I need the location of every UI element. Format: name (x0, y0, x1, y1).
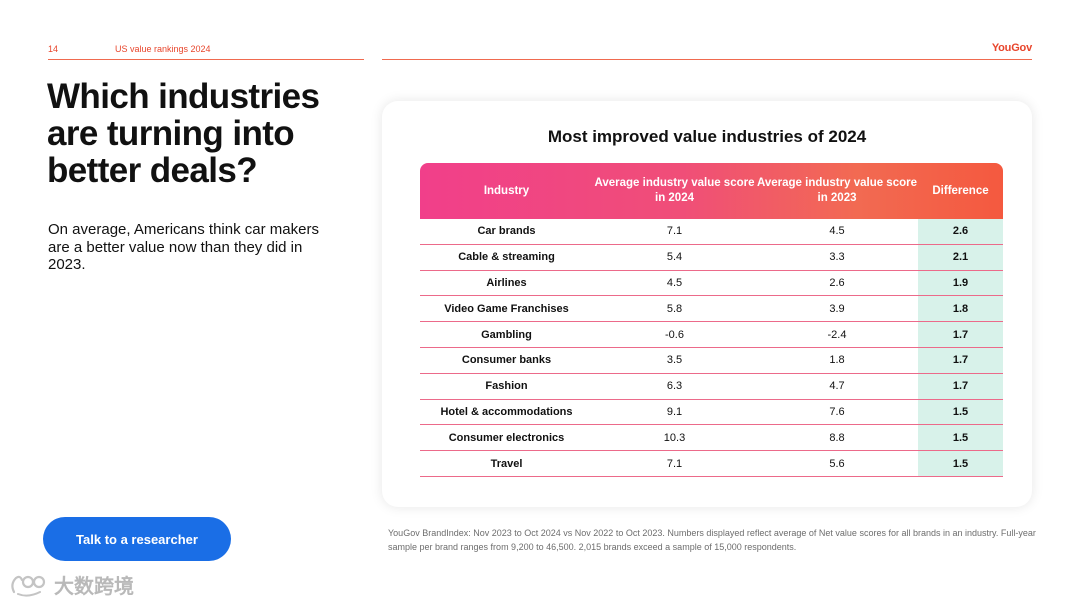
header-right-rule: YouGov (382, 42, 1032, 60)
table-row: Travel 7.1 5.6 1.5 (420, 451, 1003, 477)
table-row: Gambling -0.6 -2.4 1.7 (420, 322, 1003, 348)
cell-industry: Video Game Franchises (444, 302, 569, 315)
cell-score-2024: 5.4 (666, 251, 683, 264)
page-title: Which industries are turning into better… (47, 77, 320, 190)
cell-score-2024: 5.8 (666, 302, 683, 315)
cell-score-2024: 3.5 (666, 354, 683, 367)
cell-score-2024: 7.1 (666, 457, 683, 470)
cell-industry: Fashion (485, 380, 528, 393)
industries-table: Industry Average industry value score in… (420, 163, 1003, 477)
cell-score-2023: 3.9 (829, 302, 845, 315)
header-score-2023: Average industry value score in 2023 (756, 177, 917, 204)
cell-score-2023: -2.4 (827, 328, 847, 341)
cell-score-2023: 8.8 (829, 431, 845, 444)
page-subtitle: On average, Americans think car makers a… (48, 221, 319, 273)
cell-industry: Hotel & accommodations (440, 405, 573, 418)
table-row: Airlines 4.5 2.6 1.9 (420, 270, 1003, 297)
cell-score-2023: 1.8 (829, 354, 845, 367)
brand-logo: YouGov (991, 42, 1032, 54)
header-industry: Industry (483, 184, 530, 197)
cell-difference: 1.9 (918, 270, 1003, 296)
cell-difference: 1.7 (918, 373, 1003, 399)
section-title: US value rankings 2024 (115, 44, 211, 54)
cell-industry: Gambling (481, 328, 532, 341)
cell-industry: Consumer banks (461, 354, 552, 367)
cell-difference: 2.1 (918, 244, 1003, 270)
cell-score-2024: 10.3 (663, 431, 686, 444)
table-row: Car brands 7.1 4.5 2.6 (420, 219, 1003, 245)
cell-score-2024: 9.1 (666, 405, 683, 418)
cell-score-2023: 3.3 (829, 251, 845, 264)
table-row: Cable & streaming 5.4 3.3 2.1 (420, 244, 1003, 271)
cell-score-2024: 4.5 (666, 276, 683, 289)
page-number: 14 (48, 44, 59, 54)
cell-difference: 1.7 (918, 347, 1003, 373)
cell-score-2023: 7.6 (829, 405, 845, 418)
cell-industry: Cable & streaming (458, 251, 555, 264)
watermark-logo-icon (8, 572, 48, 598)
cell-score-2023: 2.6 (829, 276, 845, 289)
cell-industry: Consumer electronics (448, 431, 565, 444)
cell-industry: Travel (490, 457, 523, 470)
header-difference: Difference (932, 184, 989, 197)
cell-industry: Airlines (486, 276, 527, 289)
cell-difference: 1.5 (918, 451, 1003, 476)
watermark: 大数跨境 (8, 570, 134, 599)
cell-score-2023: 4.5 (829, 225, 845, 238)
table-row: Video Game Franchises 5.8 3.9 1.8 (420, 296, 1003, 323)
source-footnote: YouGov BrandIndex: Nov 2023 to Oct 2024 … (388, 528, 1036, 552)
table-header: Industry Average industry value score in… (420, 163, 1003, 219)
table-card: Most improved value industries of 2024 I… (382, 101, 1032, 507)
cell-score-2024: 6.3 (666, 380, 683, 393)
watermark-text: 大数跨境 (54, 576, 134, 598)
talk-to-researcher-button[interactable]: Talk to a researcher (43, 517, 231, 561)
table-row: Fashion 6.3 4.7 1.7 (420, 373, 1003, 400)
header-left-rule: 14 US value rankings 2024 (48, 44, 364, 60)
cell-difference: 2.6 (918, 219, 1003, 244)
cell-score-2023: 4.7 (829, 380, 845, 393)
table-body: Car brands 7.1 4.5 2.6 Cable & streaming 5.4 3… (420, 219, 1003, 477)
cell-difference: 1.5 (918, 425, 1003, 451)
cell-score-2024: -0.6 (665, 328, 684, 341)
cell-score-2024: 7.1 (666, 225, 683, 238)
cell-difference: 1.8 (918, 296, 1003, 322)
table-row: Consumer electronics 10.3 8.8 1.5 (420, 425, 1003, 452)
table-title: Most improved value industries of 2024 (547, 127, 867, 146)
cell-score-2023: 5.6 (829, 457, 845, 470)
table-row: Consumer banks 3.5 1.8 1.7 (420, 347, 1003, 374)
cell-difference: 1.5 (918, 399, 1003, 425)
header-score-2024: Average industry value score in 2024 (594, 177, 755, 204)
cell-difference: 1.7 (918, 322, 1003, 347)
table-row: Hotel & accommodations 9.1 7.6 1.5 (420, 399, 1003, 426)
cell-industry: Car brands (477, 225, 536, 238)
